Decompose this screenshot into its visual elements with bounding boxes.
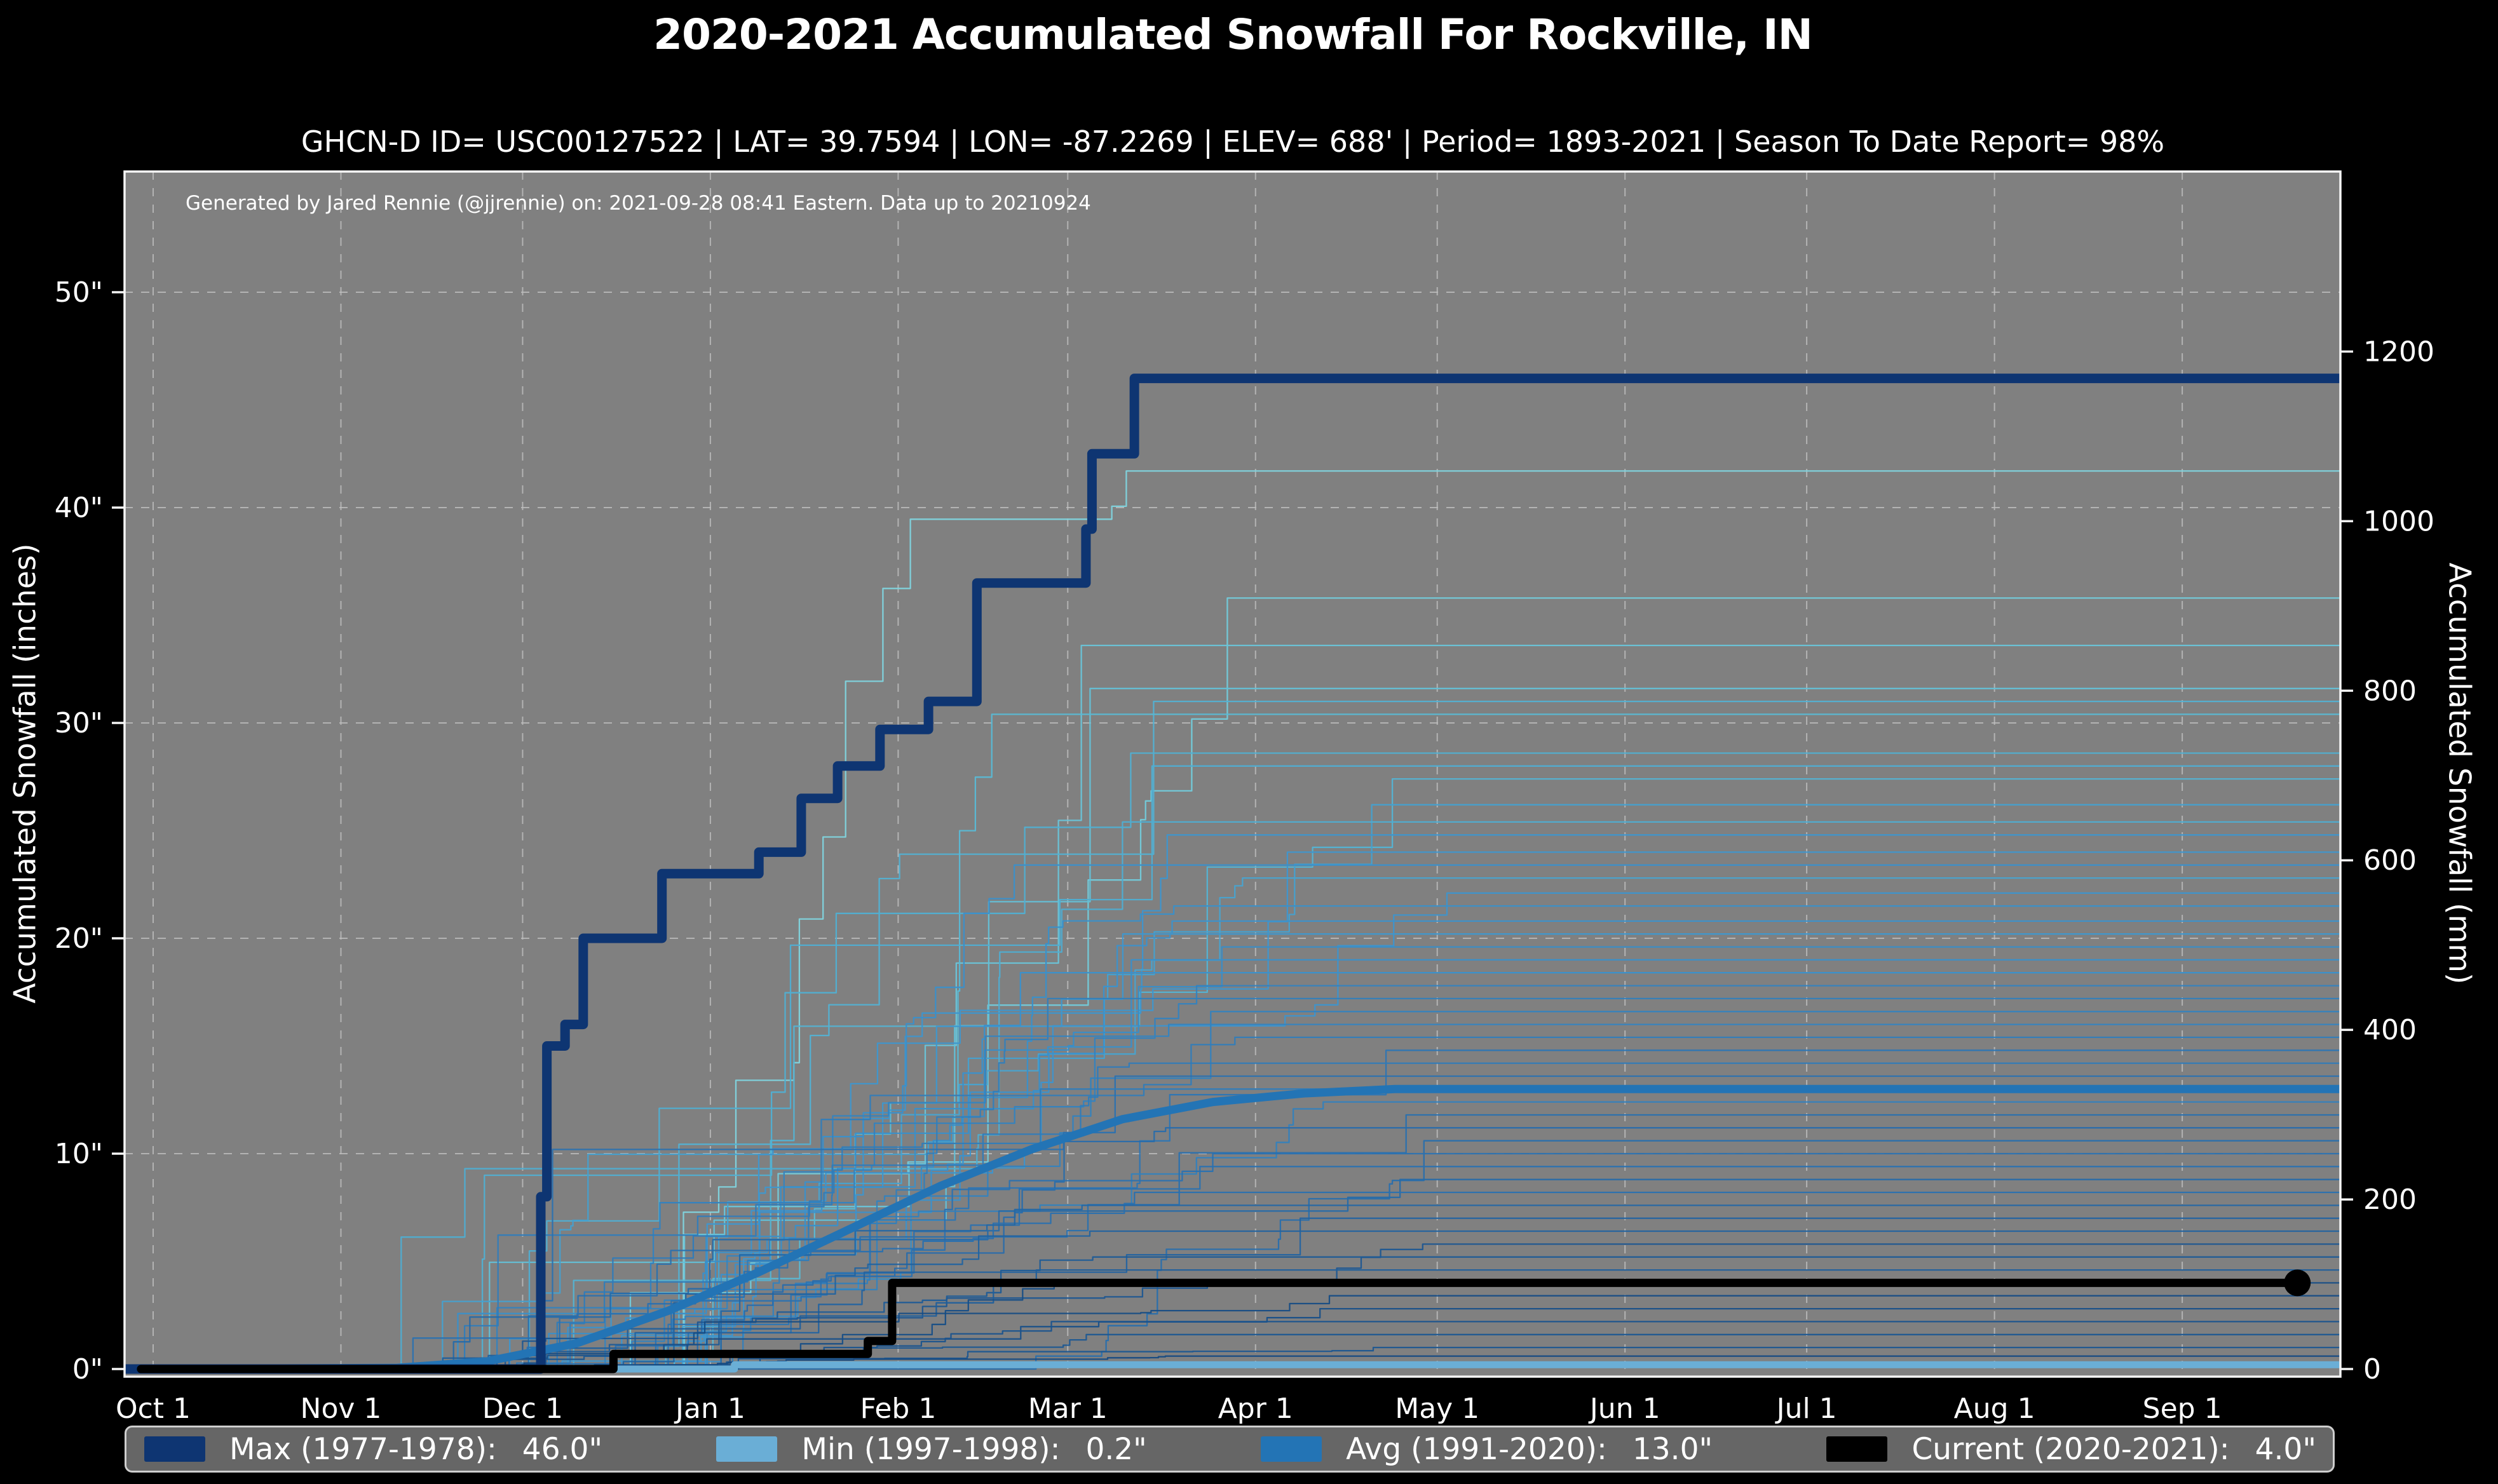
- right-tick-label: 400: [2363, 1014, 2417, 1046]
- legend-value: 4.0": [2255, 1431, 2316, 1467]
- left-tick-label: 20": [55, 922, 103, 955]
- right-tick-label: 1000: [2363, 505, 2434, 537]
- background-season-line: [371, 1036, 2340, 1370]
- x-tick-label: Mar 1: [1028, 1393, 1108, 1425]
- x-tick-label: Sep 1: [2143, 1393, 2222, 1425]
- series-line-current: [137, 1278, 2302, 1373]
- right-tick-label: 0: [2363, 1353, 2381, 1386]
- background-season-line: [413, 778, 2340, 1370]
- station-subtitle: GHCN-D ID= USC00127522 | LAT= 39.7594 | …: [301, 125, 2165, 159]
- background-season-line: [510, 1114, 2340, 1370]
- series-line-avg: [125, 1084, 2340, 1373]
- legend-label: Current (2020-2021):: [1911, 1431, 2230, 1467]
- legend-value: 46.0": [522, 1431, 603, 1467]
- background-season-line: [444, 752, 2340, 1370]
- background-season-line: [498, 1062, 2340, 1370]
- x-tick-label: Jun 1: [1588, 1393, 1660, 1425]
- legend-item-avg: Avg (1991-2020): 13.0": [1261, 1432, 1713, 1467]
- right-tick-label: 200: [2363, 1184, 2417, 1216]
- legend-value: 13.0": [1632, 1431, 1713, 1467]
- left-tick-label: 0": [72, 1353, 103, 1386]
- legend-value: 0.2": [1085, 1431, 1147, 1467]
- legend-item-max: Max (1977-1978): 46.0": [144, 1432, 602, 1467]
- x-tick-label: Jul 1: [1775, 1393, 1837, 1425]
- right-tick-label: 600: [2363, 844, 2417, 877]
- legend-item-current: Current (2020-2021): 4.0": [1826, 1432, 2316, 1467]
- background-season-line: [632, 644, 2340, 1370]
- background-season-line: [559, 1023, 2340, 1370]
- x-tick-label: May 1: [1395, 1393, 1479, 1425]
- background-season-line: [407, 1075, 2340, 1370]
- right-tick-label: 800: [2363, 675, 2417, 707]
- series-line-max: [125, 374, 2340, 1374]
- x-tick-label: Aug 1: [1954, 1393, 2035, 1425]
- legend-item-min: Min (1997-1998): 0.2": [716, 1431, 1147, 1467]
- max-line-swatch: [144, 1436, 205, 1462]
- x-tick-label: Oct 1: [116, 1393, 191, 1425]
- background-season-line: [619, 597, 2340, 1370]
- background-season-line: [510, 765, 2340, 1370]
- background-season-line: [649, 470, 2340, 1370]
- min-line-swatch: [716, 1436, 778, 1462]
- left-tick-label: 40": [55, 492, 103, 524]
- background-season-line: [492, 1088, 2340, 1370]
- left-tick-label: 10": [55, 1138, 103, 1170]
- right-tick-label: 1200: [2363, 335, 2434, 368]
- current-season-end-dot: [2284, 1269, 2311, 1297]
- watermark-text: Generated by Jared Rennie (@jjrennie) on…: [186, 192, 1091, 215]
- legend-label: Avg (1991-2020):: [1346, 1431, 1607, 1467]
- background-season-line: [680, 834, 2340, 1370]
- x-tick-label: Jan 1: [674, 1393, 745, 1425]
- current-line-swatch: [1826, 1436, 1888, 1462]
- background-season-line: [510, 1256, 2340, 1370]
- x-tick-label: Dec 1: [482, 1393, 563, 1425]
- chart-title: 2020-2021 Accumulated Snowfall For Rockv…: [653, 10, 1813, 59]
- background-season-line: [486, 1243, 2340, 1370]
- avg-line-swatch: [1261, 1436, 1322, 1462]
- background-season-line: [389, 1178, 2340, 1370]
- x-tick-label: Nov 1: [301, 1393, 382, 1425]
- left-tick-label: 50": [55, 276, 103, 309]
- background-season-line: [444, 1217, 2340, 1370]
- legend-label: Min (1997-1998):: [801, 1431, 1061, 1467]
- background-season-line: [407, 804, 2340, 1370]
- background-season-line: [559, 1204, 2340, 1370]
- left-axis-label: Accumulated Snowfall (inches): [8, 543, 43, 1004]
- right-axis-label: Accumulated Snowfall (mm): [2441, 562, 2477, 985]
- background-season-line: [492, 985, 2340, 1370]
- background-season-line: [438, 687, 2340, 1370]
- x-tick-label: Feb 1: [860, 1393, 936, 1425]
- plot-border: [123, 170, 2342, 1378]
- x-tick-label: Apr 1: [1218, 1393, 1293, 1425]
- background-season-line: [546, 933, 2340, 1370]
- left-tick-label: 30": [55, 707, 103, 739]
- legend-label: Max (1977-1978):: [229, 1431, 497, 1467]
- background-season-line: [656, 1101, 2340, 1370]
- legend: Max (1977-1978): 46.0" Min (1997-1998): 0.…: [125, 1426, 2335, 1473]
- plot-area: [125, 172, 2340, 1377]
